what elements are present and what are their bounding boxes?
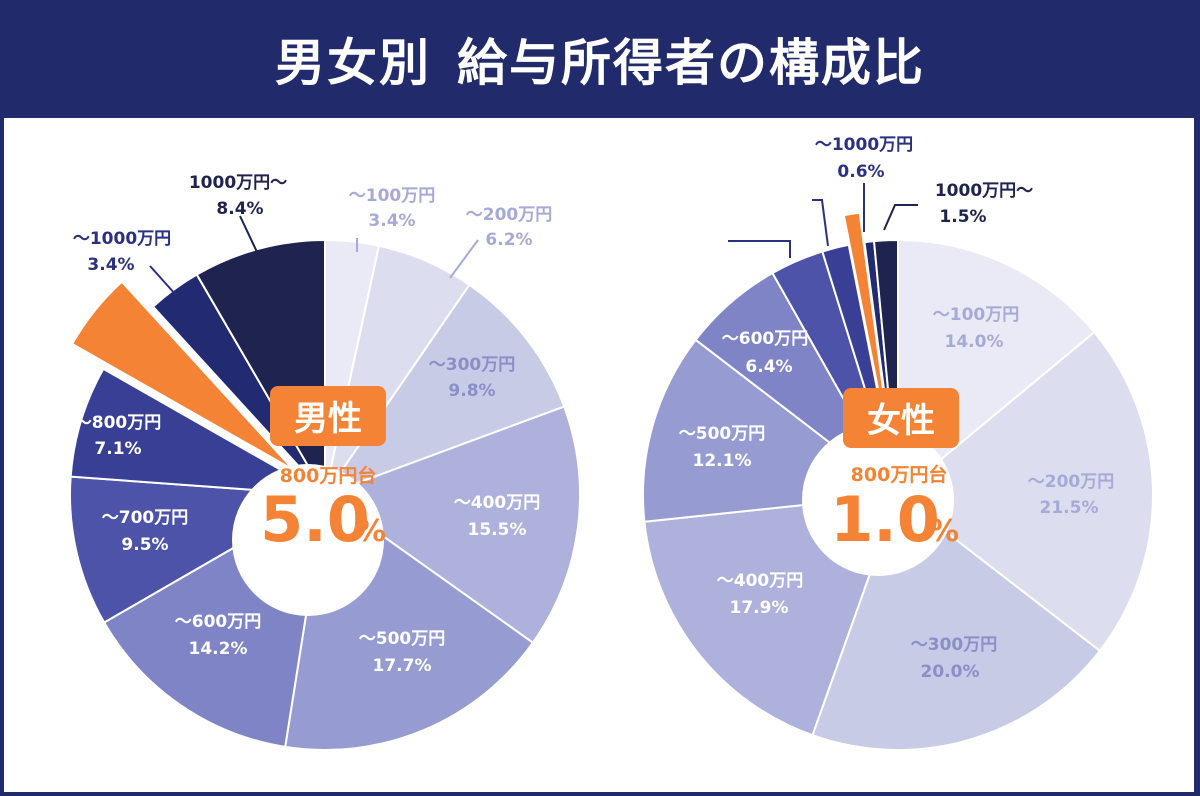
slice-value-female-2: 20.0% xyxy=(921,662,980,682)
slice-label-male-7: ～800万円 xyxy=(75,413,162,433)
slice-label-female-1: ～200万円 xyxy=(1028,472,1115,492)
slice-value-male-1: 6.2% xyxy=(485,230,532,250)
slice-label-male-4: ～500万円 xyxy=(359,629,446,649)
center-value-male: 5.0 xyxy=(260,483,370,556)
center-value-female: 1.0 xyxy=(830,483,940,556)
pie-slice-male-2 xyxy=(322,283,566,498)
leader-line-male-10 xyxy=(239,215,258,253)
slice-value-male-6: 9.5% xyxy=(121,535,168,555)
slice-value-female-3: 17.9% xyxy=(730,598,789,618)
slice-label-male-10: 1000万円～ xyxy=(189,173,287,193)
slice-label-male-6: ～700万円 xyxy=(102,508,189,528)
slice-value-male-7: 7.1% xyxy=(94,439,141,459)
pie-slice-male-7 xyxy=(69,367,326,496)
slice-label-female-5: ～600万円 xyxy=(722,329,809,349)
center-sublabel-male: 800万円台 xyxy=(280,464,377,487)
slice-value-female-10: 1.5% xyxy=(939,207,986,227)
slice-label-male-5: ～600万円 xyxy=(175,612,262,632)
slice-label-male-1: ～200万円 xyxy=(466,205,553,225)
slice-label-male-0: ～100万円 xyxy=(349,186,436,206)
leader-line-male-9 xyxy=(149,265,177,296)
slice-value-female-4: 12.1% xyxy=(693,451,752,471)
pie-slice-male-3 xyxy=(322,405,581,645)
slice-label-female-3: ～400万円 xyxy=(717,571,804,591)
slice-label-female-10: 1000万円～ xyxy=(935,181,1033,201)
slice-value-male-4: 17.7% xyxy=(373,656,432,676)
slice-value-female-6: 3.4% xyxy=(640,255,687,275)
slice-label-male-9: ～1000万円 xyxy=(73,229,171,249)
center-sublabel-female: 800万円台 xyxy=(851,463,948,486)
slice-label-female-4: ～500万円 xyxy=(679,424,766,444)
slice-label-male-3: ～400万円 xyxy=(454,493,541,513)
slice-value-male-2: 9.8% xyxy=(448,381,495,401)
slice-value-female-0: 14.0% xyxy=(945,332,1004,352)
slice-value-male-9: 3.4% xyxy=(87,255,134,275)
badge-female xyxy=(843,388,959,448)
page-title: 男女別 給与所得者の構成比 xyxy=(275,23,925,95)
slice-label-female-9: ～1000万円 xyxy=(815,135,913,155)
slice-value-female-9: 0.6% xyxy=(837,162,884,182)
center-hole-female xyxy=(802,424,954,576)
header-bar: 男女別 給与所得者の構成比 xyxy=(0,0,1200,118)
slice-value-male-5: 14.2% xyxy=(189,639,248,659)
leader-line-male-1 xyxy=(449,239,479,279)
pie-chart-male: ～100万円 3.4% ～200万円 6.2% ～300万円 9.8% ～400万円 15.5… xyxy=(69,173,581,751)
badge-female-text: 女性 xyxy=(867,401,935,441)
slice-label-female-0: ～100万円 xyxy=(933,305,1020,325)
leader-line-female-7 xyxy=(812,199,829,247)
slice-value-male-3: 15.5% xyxy=(468,520,527,540)
slice-value-male-10: 8.4% xyxy=(216,199,263,219)
slice-label-female-6: ～700万円 xyxy=(632,226,719,246)
slice-value-female-7: 1.7% xyxy=(746,207,793,227)
pie-chart-female: ～100万円 14.0% ～200万円 21.5% ～300万円 20.0% ～400万円 1… xyxy=(632,135,1154,751)
center-hole-male xyxy=(232,464,384,616)
title-part-topic: 給与所得者の構成比 xyxy=(457,34,925,92)
slice-label-female-2: ～300万円 xyxy=(911,635,998,655)
badge-male xyxy=(270,386,386,446)
slice-value-female-5: 6.4% xyxy=(745,357,792,377)
slice-value-male-0: 3.4% xyxy=(368,211,415,231)
slice-value-female-1: 21.5% xyxy=(1040,498,1099,518)
title-part-gender: 男女別 xyxy=(275,34,431,92)
leader-line-female-10 xyxy=(883,204,918,231)
pie-slice-female-1 xyxy=(896,330,1154,653)
center-unit-female: % xyxy=(929,514,959,549)
slice-label-male-2: ～300万円 xyxy=(429,355,516,375)
pie-slice-male-8 xyxy=(70,280,295,471)
badge-male-text: 男性 xyxy=(294,399,362,439)
center-unit-male: % xyxy=(356,514,386,549)
slice-label-female-7: ～800万円 xyxy=(727,180,814,200)
leader-line-female-6 xyxy=(728,240,791,258)
